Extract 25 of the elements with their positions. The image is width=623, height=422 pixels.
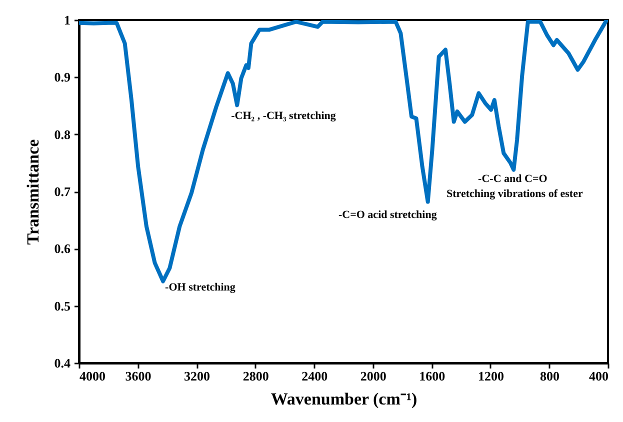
x-tick-label: 1600 [419,368,446,384]
x-tick-label: 1200 [478,368,504,384]
y-tick-label: 0.9 [54,70,71,85]
x-tick-label: 800 [540,368,560,384]
y-tick-label: 0.6 [54,241,71,256]
y-tick-label: 1 [64,12,70,28]
line-series [79,20,608,284]
x-tick-label: 3200 [184,368,210,384]
annotation: -OH stretching [165,281,236,294]
annotation: Stretching vibrations of ester [446,188,583,200]
x-tick-label: 2800 [242,368,269,384]
annotation: -C-C and C=O [478,172,548,185]
y-tick-label: 0.4 [54,356,71,370]
y-tick-label: 0.8 [54,126,71,142]
annotation: -C=O acid stretching [338,208,438,221]
x-tick-label: 4000 [80,368,106,384]
y-tick-label: 0.7 [54,184,71,199]
y-tick-label: 0.5 [54,298,71,314]
y-axis-title: Transmittance [23,138,42,245]
x-tick-label: 3600 [125,368,152,384]
annotation: -CH₂ , -CH₃ stretching [231,110,336,122]
x-tick-label: 400 [589,368,608,384]
x-tick-label: 2000 [360,368,386,384]
x-tick-label: 2400 [302,368,328,384]
x-axis-title: Wavenumber (cm⁻¹) [270,390,418,408]
